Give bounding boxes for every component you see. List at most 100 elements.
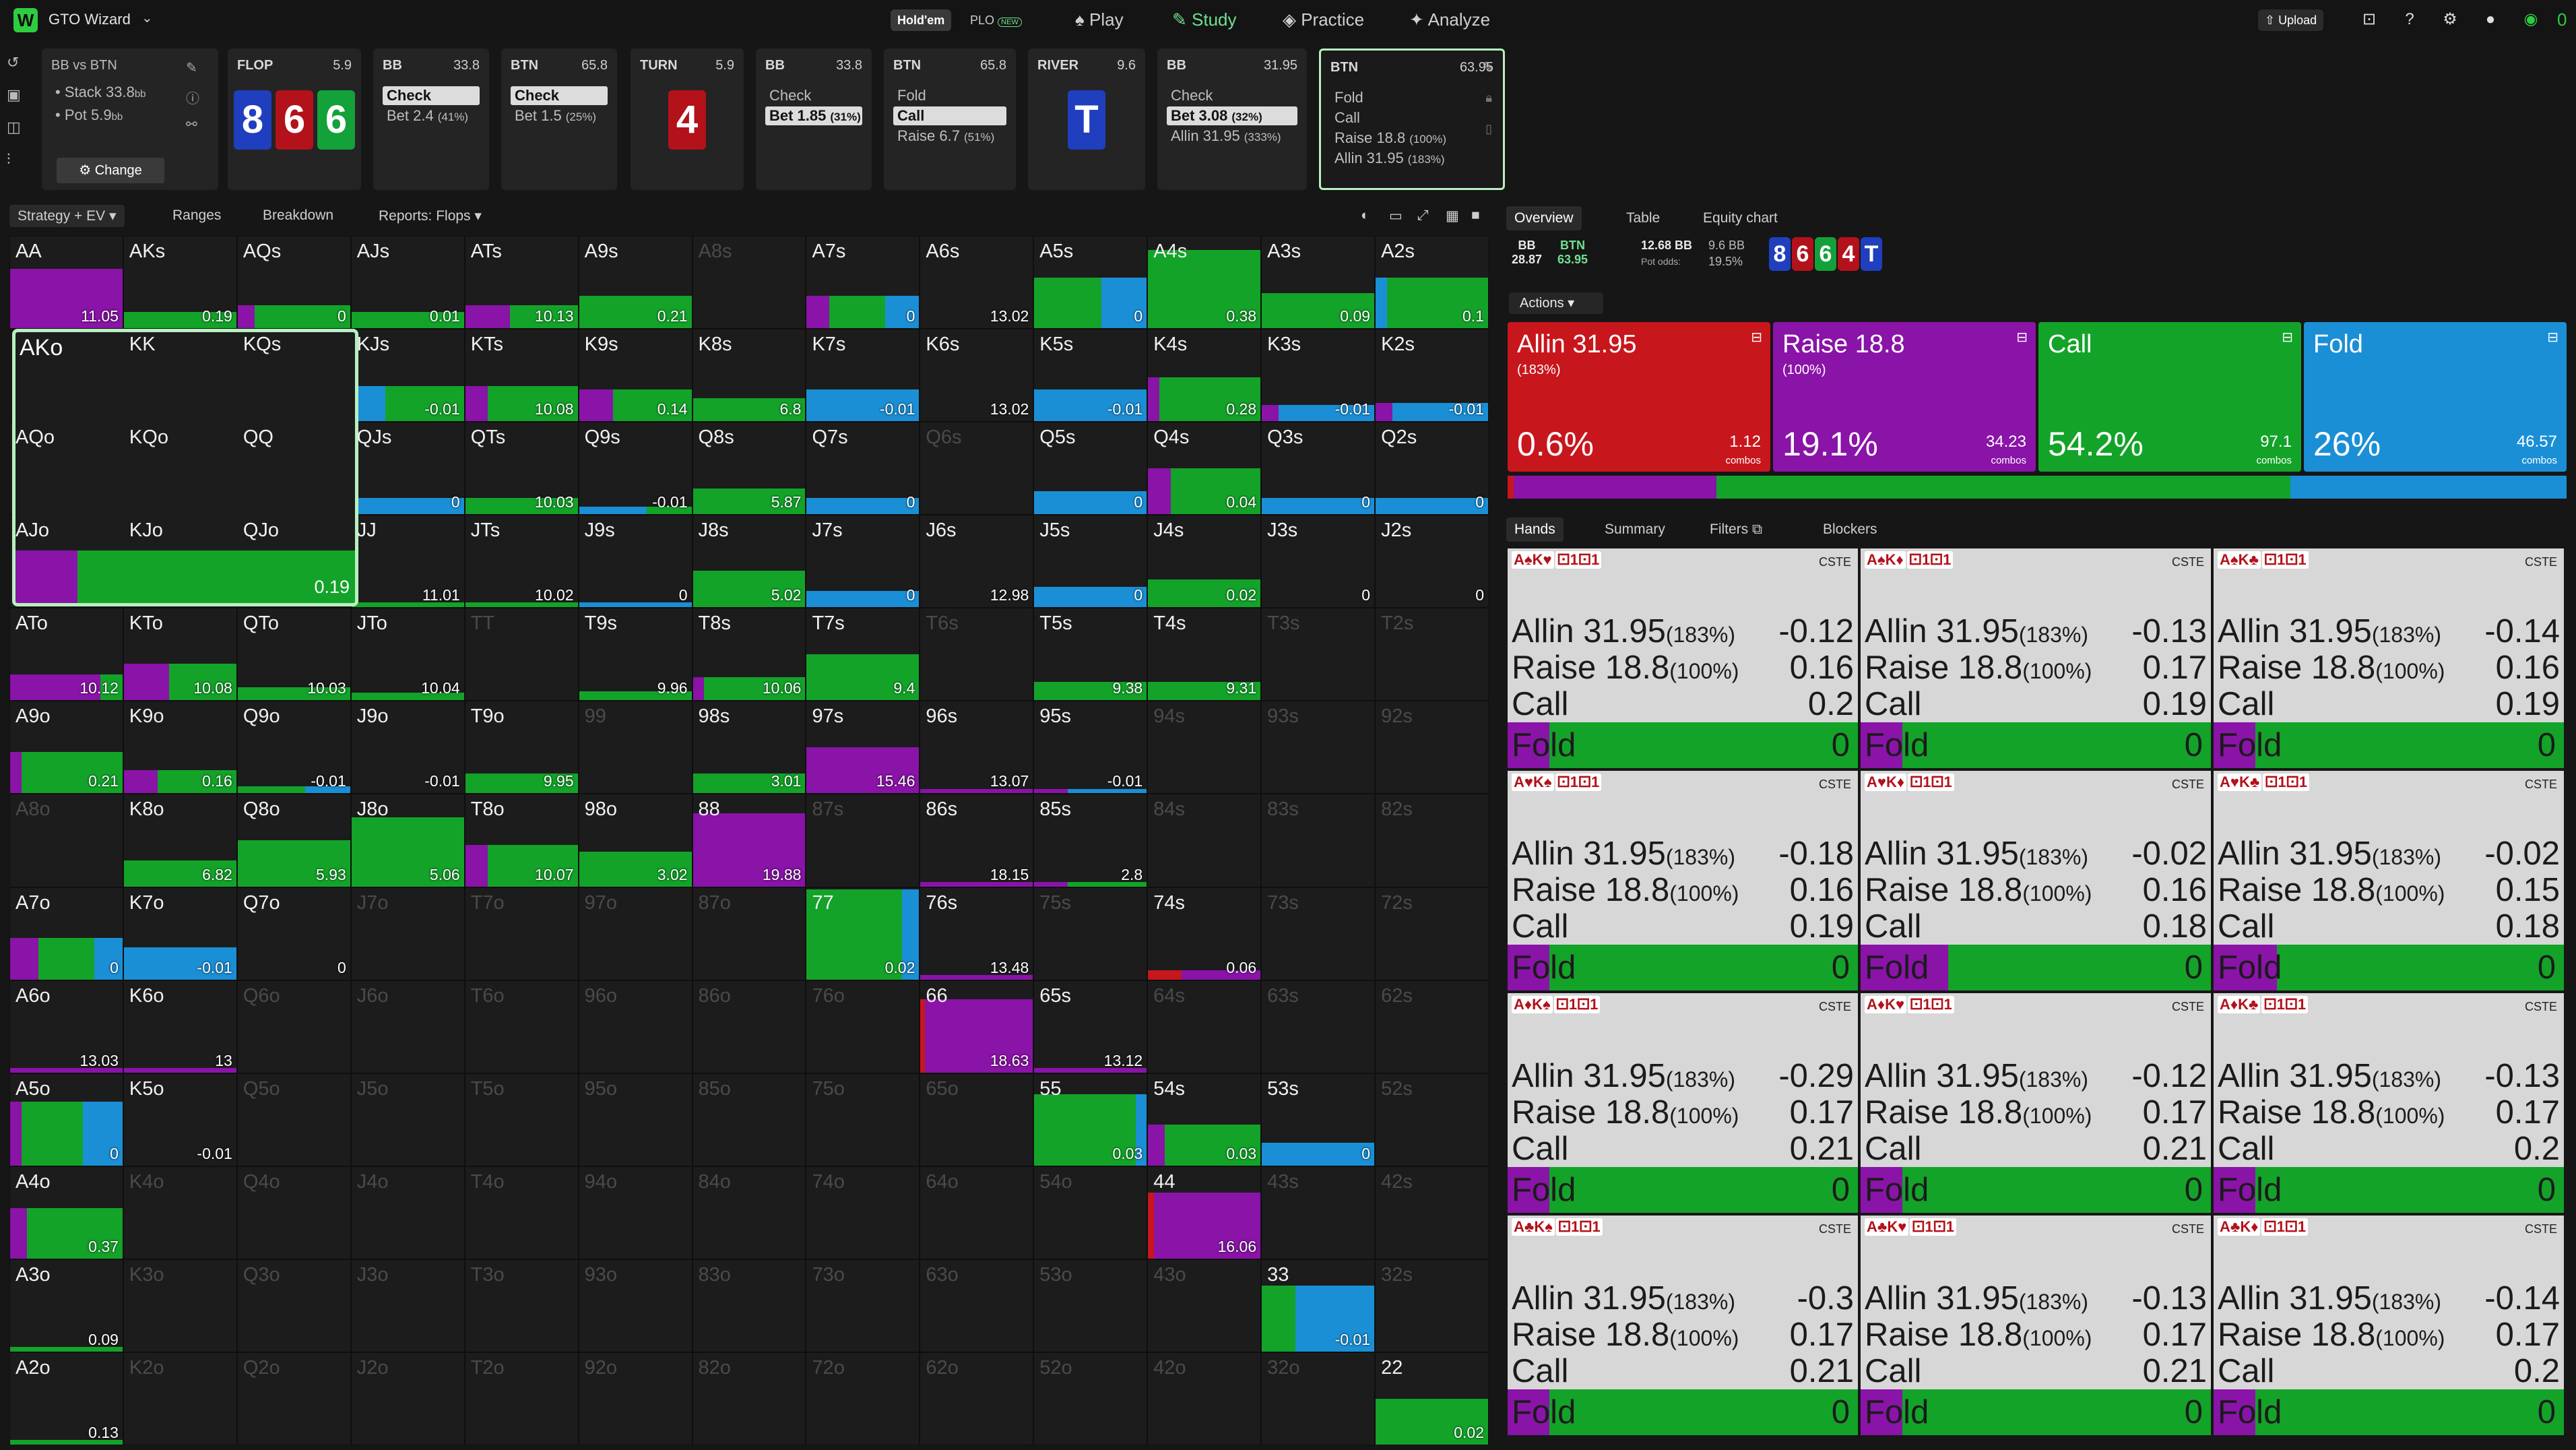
range-cell[interactable]: 73s [1261, 887, 1376, 980]
range-cell[interactable]: T5s 9.38 [1033, 608, 1148, 701]
view-icon-2[interactable]: ▭ [1389, 208, 1403, 224]
range-cell[interactable]: 77 0.02 [806, 887, 920, 980]
range-cell[interactable]: Q5s 0 [1033, 422, 1148, 515]
range-cell[interactable]: 83s [1261, 794, 1376, 887]
screenshot-icon[interactable]: ⊡ [2362, 10, 2377, 28]
range-cell[interactable]: A7o 0 [9, 887, 123, 980]
range-cell[interactable]: 43s [1261, 1166, 1376, 1259]
range-cell[interactable]: J5o [350, 1073, 465, 1166]
range-cell[interactable]: A2s 0.1 [1375, 236, 1489, 329]
range-cell[interactable]: 95s -0.01 [1033, 701, 1148, 794]
range-cell[interactable]: 93o [578, 1259, 693, 1352]
range-cell[interactable]: Q3s 0 [1261, 422, 1376, 515]
hand-card[interactable]: A♥K♠ ⚀1⚀1 CSTE Allin 31.95(183%) -0.18 Raise … [1508, 771, 1858, 990]
share-icon[interactable]: ⚯ [186, 117, 197, 132]
nav-study[interactable]: ✎ Study [1172, 9, 1237, 30]
range-cell[interactable]: A4o 0.37 [9, 1166, 123, 1259]
range-cell[interactable]: Q9s -0.01 [578, 422, 693, 515]
save-icon[interactable]: ▣ [7, 86, 21, 103]
action-node-btn[interactable]: BTN 65.8 Check Bet 1.5 (25%) [501, 49, 617, 190]
action-summary-fold[interactable]: Fold 26% 46.57 combos ⊟ [2304, 322, 2567, 472]
range-cell[interactable]: 54s 0.03 [1147, 1073, 1262, 1166]
range-cell[interactable]: 72s [1375, 887, 1489, 980]
split-icon[interactable]: ⫶ [7, 151, 11, 168]
range-cell[interactable]: 84o [692, 1166, 806, 1259]
action-option[interactable]: Bet 1.5 (25%) [511, 106, 608, 125]
info-icon[interactable]: ⓘ [186, 92, 199, 106]
coin-icon[interactable]: ◉ [2523, 10, 2538, 28]
range-cell[interactable]: 92o [578, 1352, 693, 1445]
range-cell[interactable]: 62s [1375, 980, 1489, 1073]
collapse-icon[interactable]: ⊟ [2016, 330, 2028, 345]
hand-card[interactable]: A♥K♦ ⚀1⚀1 CSTE Allin 31.95(183%) -0.02 Raise … [1861, 771, 2211, 990]
hand-card[interactable]: A♣K♠ ⚀1⚀1 CSTE Allin 31.95(183%) -0.3 Raise 1… [1508, 1216, 1858, 1435]
action-option[interactable]: Allin 31.95 (183%) [1330, 149, 1493, 168]
actions-dropdown[interactable]: Actions ▾ [1509, 292, 1603, 314]
car-icon[interactable]: ◫ [7, 119, 21, 135]
range-cell[interactable]: T3o [464, 1259, 579, 1352]
range-cell[interactable]: 44 16.06 [1147, 1166, 1262, 1259]
range-cell[interactable]: T5o [464, 1073, 579, 1166]
range-cell[interactable]: 83o [692, 1259, 806, 1352]
hand-card[interactable]: A♠K♦ ⚀1⚀1 CSTE Allin 31.95(183%) -0.13 Raise … [1861, 548, 2211, 768]
range-cell[interactable]: 66 18.63 [920, 980, 1034, 1073]
tab-filters[interactable]: Filters ⧉ [1710, 522, 1762, 538]
range-cell[interactable]: KJs -0.01 [350, 329, 465, 422]
range-cell[interactable]: 94o [578, 1166, 693, 1259]
range-cell[interactable]: 97o [578, 887, 693, 980]
tab-reports-flops[interactable]: Reports: Flops ▾ [379, 208, 482, 224]
range-cell[interactable]: 87o [692, 887, 806, 980]
action-node-bb[interactable]: BB 33.8 Check Bet 1.85 (31%) [756, 49, 872, 190]
range-cell[interactable]: Q4s 0.04 [1147, 422, 1262, 515]
range-cell[interactable]: A2o 0.13 [9, 1352, 123, 1445]
range-cell[interactable]: A5o 0 [9, 1073, 123, 1166]
hand-card[interactable]: A♥K♣ ⚀1⚀1 CSTE Allin 31.95(183%) -0.02 Raise … [2214, 771, 2564, 990]
range-cell[interactable]: 73o [806, 1259, 920, 1352]
collapse-icon[interactable]: ⊟ [1751, 330, 1762, 345]
action-option[interactable]: Bet 2.4 (41%) [383, 106, 480, 125]
range-cell[interactable]: J6o [350, 980, 465, 1073]
range-cell[interactable]: Q6s [920, 422, 1034, 515]
range-cell[interactable]: 75s [1033, 887, 1148, 980]
range-cell[interactable]: 86o [692, 980, 806, 1073]
range-cell[interactable]: J7o [350, 887, 465, 980]
action-node-bb[interactable]: BB 31.95 Check Bet 3.08 (32%) Allin 31.95 (333… [1157, 49, 1307, 190]
range-cell[interactable]: K8o 6.82 [123, 794, 237, 887]
selected-hand-zoom[interactable]: AKo 0.19 [12, 329, 358, 606]
range-cell[interactable]: KTo 10.08 [123, 608, 237, 701]
range-cell[interactable]: Q6o [236, 980, 351, 1073]
collapse-icon[interactable]: ⊟ [2547, 330, 2558, 345]
range-cell[interactable]: Q2o [236, 1352, 351, 1445]
range-cell[interactable]: Q2s 0 [1375, 422, 1489, 515]
range-cell[interactable]: Q3o [236, 1259, 351, 1352]
range-cell[interactable]: K8s 6.8 [692, 329, 806, 422]
tab-breakdown[interactable]: Breakdown [263, 208, 334, 223]
range-cell[interactable]: K6o 13 [123, 980, 237, 1073]
grid-view-icon[interactable]: ▦ [1446, 208, 1459, 224]
range-cell[interactable]: J5s 0 [1033, 515, 1148, 608]
range-cell[interactable]: K2o [123, 1352, 237, 1445]
range-cell[interactable]: 76o [806, 980, 920, 1073]
range-cell[interactable]: KTs 10.08 [464, 329, 579, 422]
range-cell[interactable]: 65s 13.12 [1033, 980, 1148, 1073]
logo-icon[interactable]: W [13, 8, 38, 32]
collapse-icon[interactable]: ⊟ [2282, 330, 2293, 345]
range-cell[interactable]: 55 0.03 [1033, 1073, 1148, 1166]
range-cell[interactable]: J8s 5.02 [692, 515, 806, 608]
range-cell[interactable]: J8o 5.06 [350, 794, 465, 887]
hand-card[interactable]: A♦K♥ ⚀1⚀1 CSTE Allin 31.95(183%) -0.12 Raise … [1861, 993, 2211, 1213]
action-option[interactable]: Bet 1.85 (31%) [765, 106, 862, 125]
range-cell[interactable]: JJ 11.01 [350, 515, 465, 608]
user-icon[interactable]: ● [2485, 10, 2496, 28]
range-cell[interactable]: 96s 13.07 [920, 701, 1034, 794]
tab-overview[interactable]: Overview [1506, 206, 1582, 230]
range-cell[interactable]: 88 19.88 [692, 794, 806, 887]
range-cell[interactable]: T2o [464, 1352, 579, 1445]
range-cell[interactable]: JTo 10.04 [350, 608, 465, 701]
range-cell[interactable]: AA 11.05 [9, 236, 123, 329]
range-cell[interactable]: 92s [1375, 701, 1489, 794]
action-summary-raise[interactable]: Raise 18.8 (100%) 19.1% 34.23 combos ⊟ [1773, 322, 2036, 472]
hand-card[interactable]: A♠K♥ ⚀1⚀1 CSTE Allin 31.95(183%) -0.12 Raise … [1508, 548, 1858, 768]
range-cell[interactable]: 53s 0 [1261, 1073, 1376, 1166]
range-cell[interactable]: 64s [1147, 980, 1262, 1073]
